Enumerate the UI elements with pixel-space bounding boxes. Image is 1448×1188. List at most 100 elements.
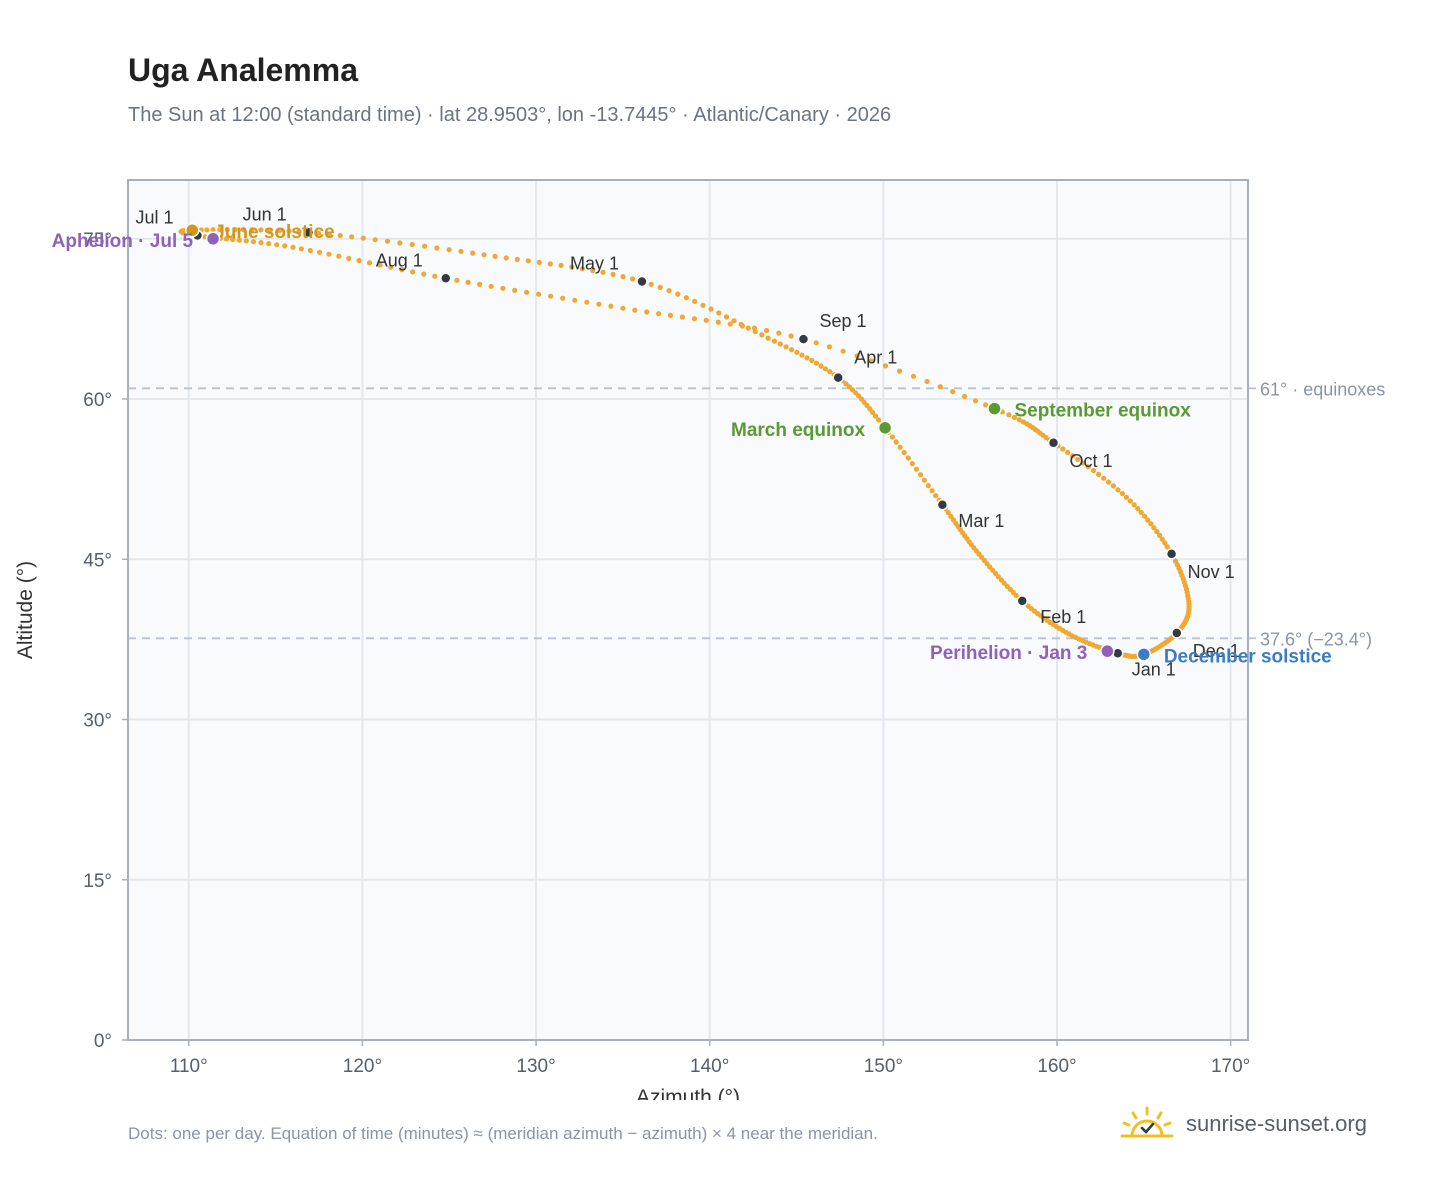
month-marker (1165, 548, 1178, 560)
daily-sun-dot (1080, 460, 1086, 466)
daily-sun-dot (525, 258, 531, 264)
daily-sun-dot (1070, 453, 1076, 459)
daily-sun-dot (783, 344, 789, 350)
daily-sun-dot (972, 398, 979, 404)
daily-sun-dot (1162, 540, 1168, 546)
daily-sun-dot (840, 348, 846, 354)
y-tick-label: 30° (83, 711, 112, 732)
daily-sun-dot (962, 393, 968, 399)
daily-sun-dot (644, 309, 650, 315)
daily-sun-dot (827, 369, 833, 375)
x-tick-label: 120° (343, 1056, 382, 1077)
daily-sun-dot (267, 227, 273, 233)
daily-sun-dot (813, 340, 819, 346)
daily-sun-dot (500, 285, 506, 291)
event-label: June solstice (214, 222, 334, 243)
daily-sun-dot (232, 226, 238, 233)
daily-sun-dot (917, 472, 924, 478)
daily-sun-dot (421, 271, 427, 277)
daily-sun-dot (503, 255, 509, 261)
daily-sun-dot (1115, 487, 1121, 493)
event-label: March equinox (731, 420, 866, 441)
daily-sun-dot (776, 330, 782, 336)
daily-sun-dot (316, 249, 323, 255)
daily-sun-dot (514, 256, 520, 262)
daily-sun-dot (889, 434, 896, 440)
month-marker (1047, 437, 1060, 449)
daily-sun-dot (432, 273, 438, 279)
daily-sun-dot (524, 289, 530, 295)
daily-sun-dot (1096, 471, 1102, 477)
daily-sun-dot (290, 244, 296, 250)
y-tick-label: 45° (83, 550, 112, 571)
month-marker (302, 226, 315, 239)
daily-sun-dot (590, 267, 596, 274)
daily-sun-dot (1135, 506, 1141, 512)
daily-sun-dot (1085, 464, 1091, 470)
daily-sun-dot (897, 368, 903, 374)
daily-sun-dot (667, 312, 674, 318)
x-axis-title: Azimuth (°) (636, 1086, 740, 1100)
daily-sun-dot (657, 284, 663, 290)
event-label: September equinox (1014, 401, 1191, 422)
daily-sun-dot (826, 344, 833, 350)
daily-sun-dot (1119, 491, 1125, 497)
daily-sun-dot (870, 409, 876, 415)
daily-sun-dot (337, 232, 343, 239)
daily-sun-dot (679, 314, 686, 320)
daily-sun-dot (446, 247, 452, 253)
event-marker (1100, 643, 1115, 659)
daily-sun-dot (765, 335, 771, 341)
daily-sun-dot (481, 252, 487, 258)
x-tick-label: 130° (516, 1056, 555, 1077)
daily-sun-dot (223, 236, 229, 242)
daily-sun-dot (921, 477, 928, 483)
month-marker-label: Nov 1 (1188, 562, 1235, 582)
daily-sun-dot (804, 355, 810, 361)
daily-sun-dot (882, 363, 889, 369)
reference-lines: 61° · equinoxes 37.6° (−23.4°) (128, 379, 1385, 649)
y-tick-label: 60° (83, 390, 112, 411)
daily-sun-dot (1127, 498, 1133, 504)
daily-sun-dot (277, 227, 283, 234)
daily-sun-dot (204, 227, 210, 233)
month-marker (440, 272, 452, 285)
daily-sun-dot (945, 510, 951, 516)
daily-sun-dot (692, 298, 698, 304)
daily-sun-dot (913, 466, 920, 472)
daily-sun-dot (822, 366, 829, 372)
y-tick-label: 15° (83, 871, 112, 892)
daily-sun-dot (1159, 536, 1165, 542)
daily-sun-dot (1075, 456, 1081, 462)
x-tick-label: 150° (864, 1056, 903, 1077)
event-marker (1136, 647, 1152, 662)
brand[interactable]: sunrise-sunset.org (1120, 1104, 1367, 1144)
month-marker (636, 275, 648, 288)
daily-sun-dot (458, 248, 464, 254)
daily-sun-dot (708, 306, 714, 312)
daily-sun-dot (258, 227, 264, 233)
daily-sun-dot (794, 349, 800, 355)
daily-sun-dot (388, 264, 394, 270)
daily-sun-dot (560, 295, 566, 301)
daily-sun-dot (569, 264, 575, 270)
daily-sun-dot (788, 333, 794, 339)
daily-sun-dot (282, 243, 288, 249)
daily-sun-dot (691, 316, 698, 322)
daily-sun-dot (1157, 532, 1163, 539)
daily-sun-dot (547, 261, 553, 267)
daily-sun-dot (434, 245, 440, 251)
daily-sun-dot (1101, 475, 1107, 481)
daily-sun-dot (893, 439, 899, 445)
daily-sun-dot (1106, 479, 1112, 485)
month-marker (797, 333, 810, 345)
brand-name[interactable]: sunrise-sunset.org (1186, 1111, 1367, 1136)
daily-sun-dot (933, 493, 939, 499)
month-marker-label: May 1 (570, 253, 619, 273)
month-markers: Jan 1 Feb 1 Mar 1 Apr 1 May 1 Jun 1 Jul 1 Aug 1… (135, 204, 1239, 679)
month-marker (832, 371, 844, 384)
daily-sun-dot (600, 269, 606, 275)
daily-sun-dot (1154, 529, 1160, 535)
daily-sun-dot (399, 267, 405, 273)
daily-sun-dot (818, 363, 824, 369)
